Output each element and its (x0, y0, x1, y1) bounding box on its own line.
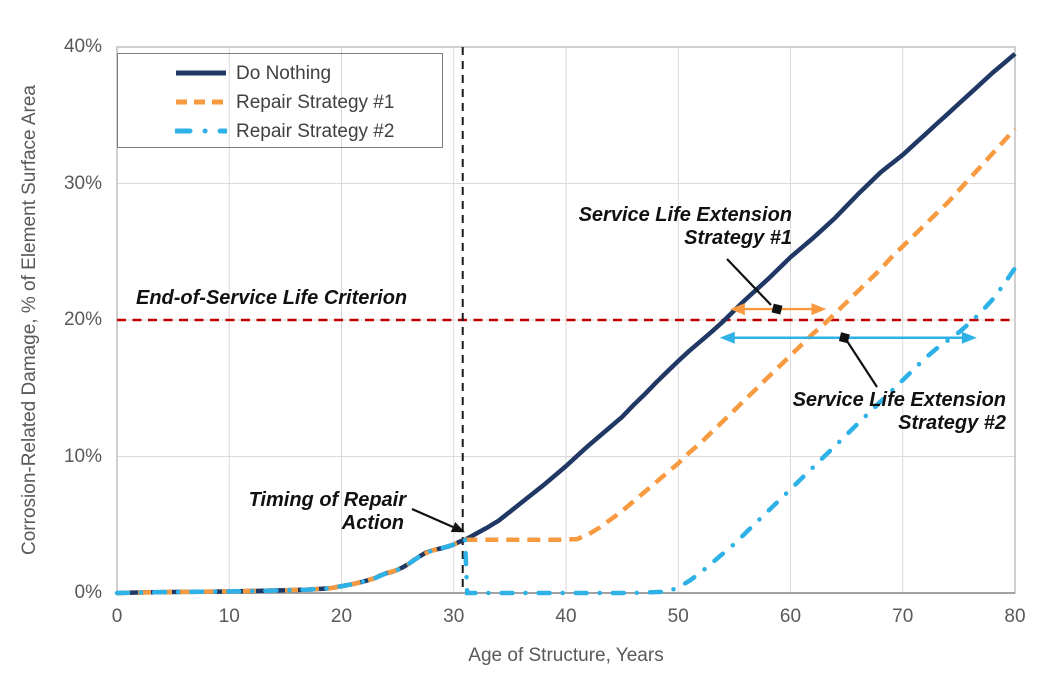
arrow-head-right-service-life-extension-2 (961, 331, 977, 344)
arrow-head-left-service-life-extension-2 (719, 331, 735, 344)
sle1-marker (771, 303, 783, 315)
leader-line-sle2 (846, 340, 878, 388)
arrow-head-right-service-life-extension-1 (811, 303, 827, 316)
leader-line-sle1 (726, 258, 772, 306)
series-line-2 (114, 265, 1018, 596)
sle2-marker (838, 332, 850, 344)
series-line-1 (116, 127, 1017, 596)
timing-leader-arrowhead (450, 521, 465, 533)
leader-line-timing (411, 507, 454, 529)
arrow-head-left-service-life-extension-1 (729, 303, 745, 316)
